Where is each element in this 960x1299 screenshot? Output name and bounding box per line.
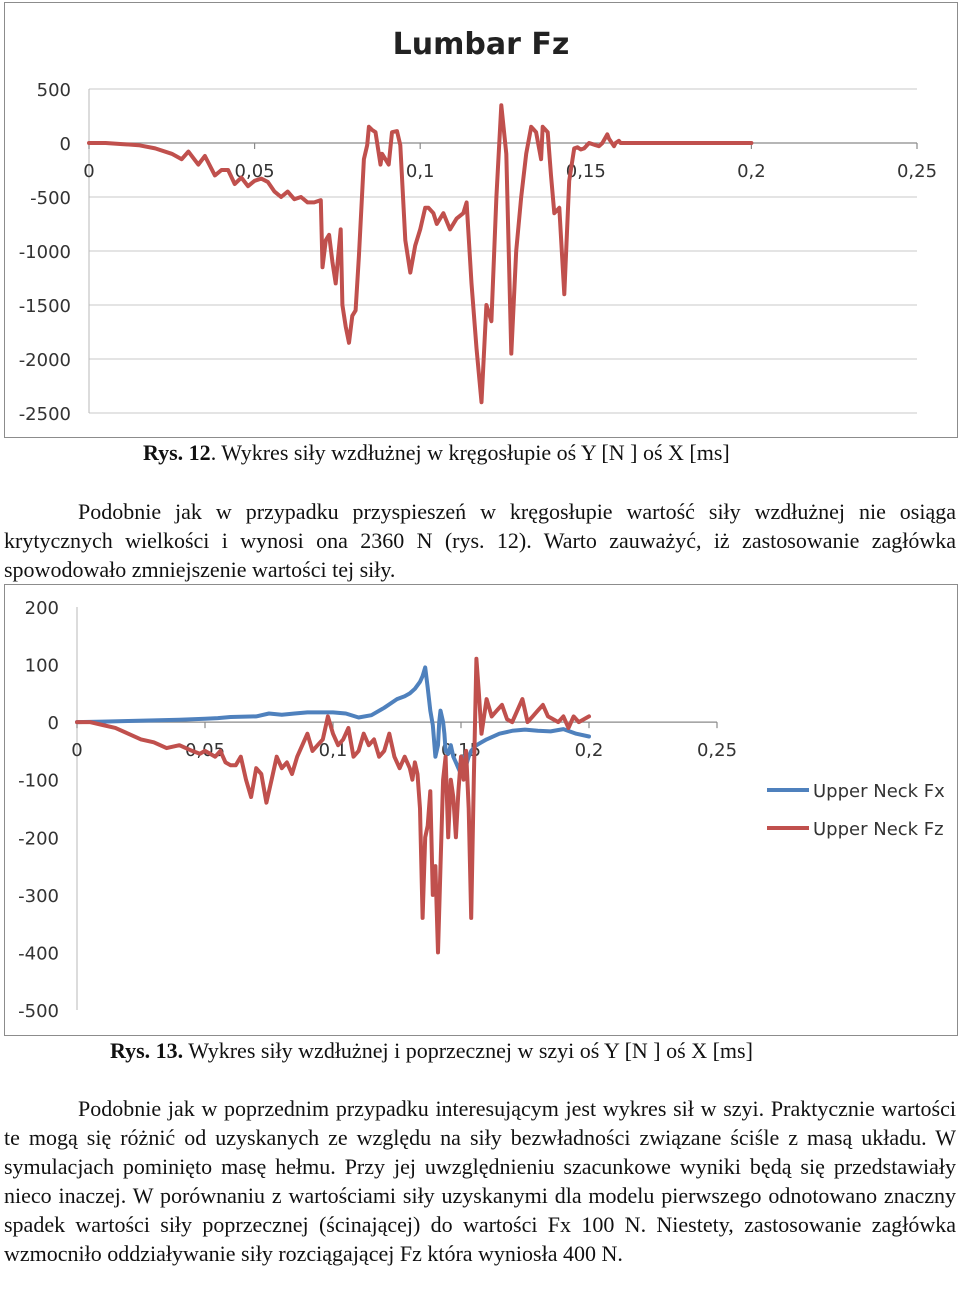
- x-tick-label: 0,1: [319, 740, 348, 761]
- y-tick-label: 500: [37, 80, 71, 101]
- legend-label: Upper Neck Fx: [813, 781, 945, 802]
- y-tick-label: -100: [18, 771, 59, 792]
- x-tick-label: 0,05: [235, 161, 275, 182]
- y-tick-label: 0: [48, 713, 59, 734]
- x-tick-label: 0,2: [575, 740, 604, 761]
- y-tick-label: -300: [18, 886, 59, 907]
- x-tick-label: 0,2: [737, 161, 766, 182]
- series-line-0: [87, 103, 754, 405]
- lumbar-fz-chart-svg: Lumbar Fz 500 0 -500 -1000 -1500 -2000 -2500 0 0,…: [19, 27, 937, 425]
- lumbar-fz-chart: Lumbar Fz 500 0 -500 -1000 -1500 -2000 -2500 0 0,…: [4, 2, 958, 438]
- x-tick-label: 0,25: [897, 161, 937, 182]
- upper-neck-chart: 200 100 0 -100 -200 -300 -400 -500 0 0,05 0,1 0,15 0…: [4, 584, 958, 1036]
- figure-13-caption-text: Wykres siły wzdłużnej i poprzecznej w sz…: [183, 1038, 753, 1063]
- figure-13-label: Rys. 13.: [110, 1038, 184, 1063]
- chart-title: Lumbar Fz: [393, 27, 570, 62]
- figure-12-caption: Rys. 12. Wykres siły wzdłużnej w kręgosł…: [143, 440, 730, 466]
- y-tick-label: 100: [25, 656, 59, 677]
- y-tick-label: 0: [60, 134, 71, 155]
- y-tick-label: 200: [25, 598, 59, 619]
- paragraph-2: Podobnie jak w poprzednim przypadku inte…: [4, 1094, 956, 1268]
- figure-12-caption-text: . Wykres siły wzdłużnej w kręgosłupie oś…: [210, 440, 730, 465]
- y-tick-label: -500: [18, 1001, 59, 1022]
- x-tick-label: 0,1: [406, 161, 435, 182]
- y-tick-label: -1500: [19, 296, 71, 317]
- paragraph-1: Podobnie jak w przypadku przyspieszeń w …: [4, 497, 956, 584]
- figure-13-caption: Rys. 13. Wykres siły wzdłużnej i poprzec…: [110, 1038, 753, 1064]
- y-tick-label: -2000: [19, 350, 71, 371]
- x-tick-label: 0,25: [697, 740, 737, 761]
- x-tick-label: 0,15: [566, 161, 606, 182]
- y-tick-label: -200: [18, 828, 59, 849]
- paragraph-1-text: Podobnie jak w przypadku przyspieszeń w …: [4, 499, 956, 582]
- series-line-upper-neck-fz: [75, 656, 591, 955]
- x-tick-label: 0: [83, 161, 94, 182]
- y-tick-label: -2500: [19, 404, 71, 425]
- y-tick-label: -1000: [19, 242, 71, 263]
- legend-label: Upper Neck Fz: [813, 819, 944, 840]
- x-tick-label: 0: [71, 740, 82, 761]
- figure-12-label: Rys. 12: [143, 440, 211, 465]
- series-line-upper-neck-fx: [75, 665, 591, 776]
- paragraph-2-text: Podobnie jak w poprzednim przypadku inte…: [4, 1096, 956, 1266]
- y-tick-label: -500: [30, 188, 71, 209]
- y-tick-label: -400: [18, 943, 59, 964]
